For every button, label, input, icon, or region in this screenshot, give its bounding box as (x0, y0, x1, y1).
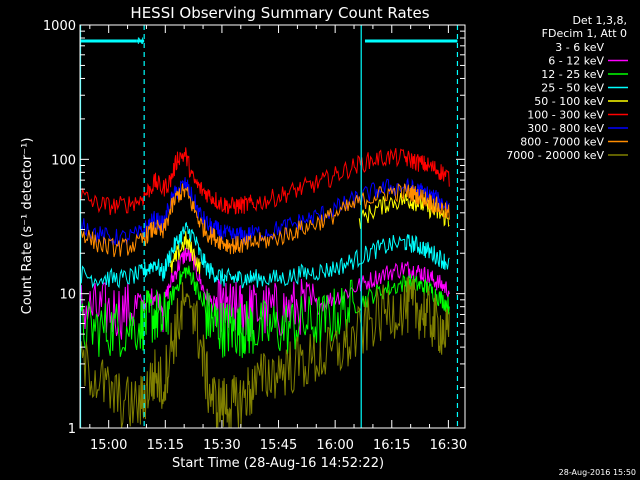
legend-label-2: 12 - 25 keV (541, 68, 604, 81)
series-line-8 (79, 277, 450, 429)
legend-label-1: 6 - 12 keV (548, 55, 604, 68)
x-tick-label-5: 16:15 (373, 438, 410, 453)
plot-area: N (79, 25, 459, 429)
y-tick-label-0: 1 (68, 422, 76, 437)
x-axis-label: Start Time (28-Aug-16 14:52:22) (172, 456, 384, 471)
x-tick-label-2: 15:30 (203, 438, 240, 453)
y-axis-label: Count Rate (s⁻¹ detector⁻¹) (20, 138, 35, 315)
x-tick-label-4: 16:00 (316, 438, 353, 453)
x-tick-label-0: 15:00 (90, 438, 127, 453)
y-tick-label-2: 100 (51, 153, 76, 168)
legend-header-det: Det 1,3,8, (572, 14, 627, 27)
x-tick-label-1: 15:15 (147, 438, 184, 453)
series-line-3 (79, 221, 450, 289)
legend-label-8: 7000 - 20000 keV (506, 149, 604, 162)
series-line-5 (79, 147, 450, 216)
x-tick-label-6: 16:30 (430, 438, 467, 453)
chart-title: HESSI Observing Summary Count Rates (130, 4, 429, 22)
legend-label-7: 800 - 7000 keV (520, 136, 604, 149)
series-line-7 (79, 183, 450, 258)
y-tick-label-3: 1000 (43, 19, 76, 34)
legend-label-3: 25 - 50 keV (541, 82, 604, 95)
series-line-2 (79, 265, 450, 358)
x-axis-ticks: 15:00 15:15 15:30 15:45 16:00 16:15 16:30 (89, 25, 467, 453)
generation-timestamp: 28-Aug-2016 15:50 (559, 468, 636, 477)
plot-frame (79, 24, 466, 429)
legend-label-5: 100 - 300 keV (527, 109, 604, 122)
legend-label-6: 300 - 800 keV (527, 122, 604, 135)
x-tick-label-3: 15:45 (260, 438, 297, 453)
legend-label-0: 3 - 6 keV (555, 41, 604, 54)
series-line-1 (79, 247, 450, 340)
legend-header-fdecim: FDecim 1, Att 0 (542, 27, 627, 40)
y-axis-ticks: 1 10 100 1000 (43, 19, 465, 437)
flag-label-1: N (137, 37, 144, 47)
y-tick-label-1: 10 (59, 288, 76, 303)
legend-label-4: 50 - 100 keV (534, 95, 604, 108)
